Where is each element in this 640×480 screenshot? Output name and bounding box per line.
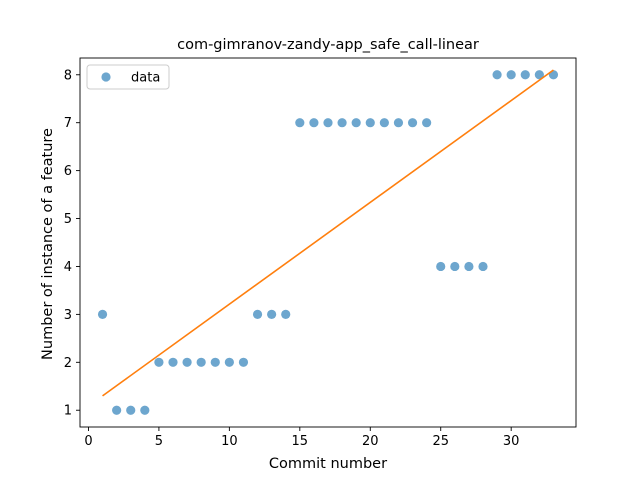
y-tick-label: 6	[64, 164, 72, 179]
data-point	[267, 309, 277, 319]
data-point	[168, 357, 178, 367]
data-point	[210, 357, 220, 367]
data-point	[506, 70, 516, 80]
plot-frame	[79, 57, 577, 428]
plot-area	[79, 57, 577, 428]
data-point	[182, 357, 192, 367]
x-tick-label: 30	[503, 434, 520, 449]
y-tick-label: 3	[64, 308, 72, 323]
data-point	[436, 261, 446, 272]
data-point	[492, 70, 502, 80]
x-tick-label: 20	[362, 434, 379, 449]
data-point	[309, 118, 319, 128]
data-point	[224, 357, 234, 367]
data-point	[323, 118, 333, 128]
x-tick-label: 10	[221, 434, 238, 449]
legend-label: data	[131, 71, 160, 86]
legend-box	[86, 64, 170, 90]
y-tick-label: 8	[64, 68, 72, 83]
data-point	[112, 405, 122, 415]
data-point	[295, 118, 305, 128]
data-point	[422, 118, 432, 128]
y-axis: 1 2 3 4 5 6 7 8	[64, 68, 80, 419]
data-point	[281, 309, 291, 319]
data-point	[450, 261, 460, 272]
legend: data	[86, 64, 170, 90]
x-axis-label: Commit number	[269, 456, 387, 472]
x-axis: 0 5 10 15 20 25 30	[84, 427, 519, 449]
data-point	[534, 70, 544, 80]
chart-title: com-gimranov-zandy-app_safe_call-linear	[177, 37, 479, 53]
x-tick-label: 15	[292, 434, 309, 449]
x-tick-label: 5	[155, 434, 163, 449]
data-point	[337, 118, 347, 128]
data-point	[196, 357, 206, 367]
y-tick-label: 4	[64, 260, 72, 275]
y-tick-label: 5	[64, 212, 72, 227]
data-point	[351, 118, 361, 128]
y-tick-label: 1	[64, 404, 72, 419]
x-tick-label: 0	[84, 434, 92, 449]
data-point	[407, 118, 418, 128]
data-point	[464, 261, 474, 272]
x-tick-label: 25	[432, 434, 449, 449]
data-point	[238, 357, 249, 367]
data-point	[365, 118, 375, 128]
y-tick-label: 2	[64, 356, 72, 371]
fit-line	[102, 69, 554, 397]
y-axis-label: Number of instance of a feature	[40, 128, 56, 360]
data-point	[520, 70, 530, 80]
y-tick-label: 7	[64, 116, 72, 131]
data-point	[154, 357, 164, 367]
data-point	[252, 309, 263, 319]
legend-marker	[101, 72, 111, 82]
data-point	[126, 405, 136, 415]
data-point	[478, 261, 488, 272]
data-point	[379, 118, 389, 128]
data-point	[97, 309, 108, 319]
data-point	[140, 405, 150, 415]
data-point	[393, 118, 404, 128]
